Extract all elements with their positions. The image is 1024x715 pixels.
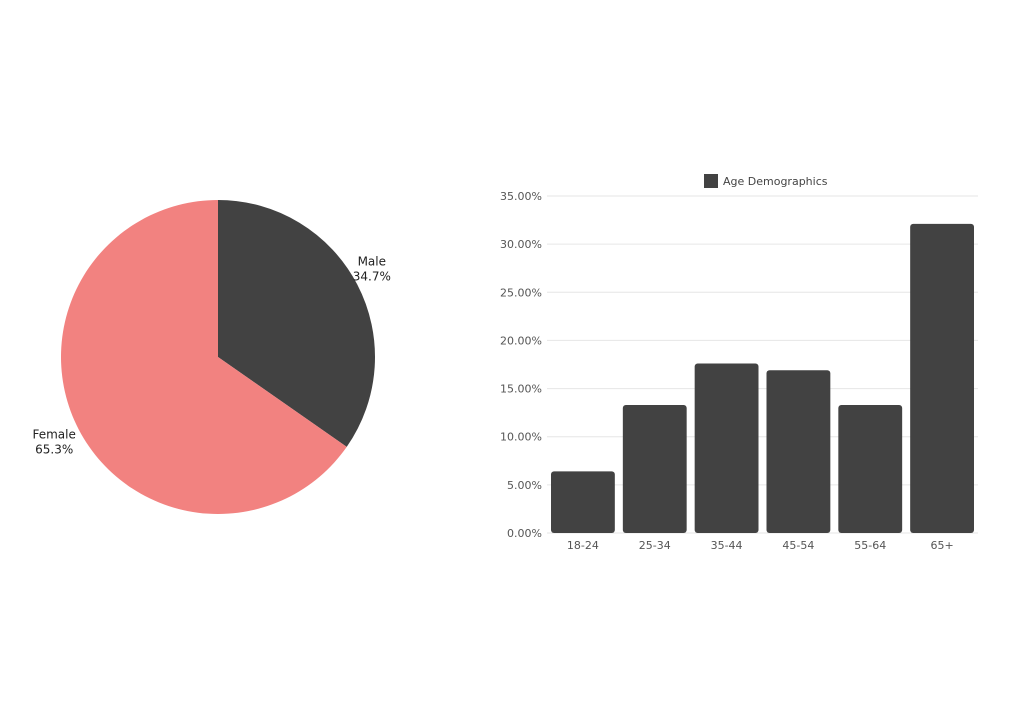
pie-slice-female[interactable]	[61, 200, 347, 514]
bar-y-axis: 0.00% 5.00% 10.00% 15.00% 20.00% 25.00% 30.00%…	[500, 190, 542, 540]
pie-label-male-name: Male	[358, 255, 386, 269]
bar-55-64[interactable]	[838, 404, 903, 533]
legend-swatch	[704, 174, 718, 188]
y-tick-label: 20.00%	[500, 334, 542, 347]
pie-label-female-value: 65.3%	[35, 442, 73, 456]
pie-label-female-name: Female	[32, 427, 75, 441]
bar-legend[interactable]: Age Demographics	[704, 174, 828, 188]
y-tick-label: 10.00%	[500, 431, 542, 444]
pie-label-male-value: 34.7%	[353, 270, 391, 284]
bar-series	[551, 223, 974, 533]
bar-65+[interactable]	[910, 223, 974, 533]
bar-35-44[interactable]	[694, 363, 759, 533]
x-tick-label: 45-54	[782, 539, 814, 552]
x-tick-label: 25-34	[639, 539, 671, 552]
bar-grid	[547, 195, 978, 534]
x-tick-label: 35-44	[711, 539, 743, 552]
x-tick-label: 18-24	[567, 539, 599, 552]
age-bar-chart: 0.00% 5.00% 10.00% 15.00% 20.00% 25.00% 30.00%…	[500, 174, 978, 552]
y-tick-label: 35.00%	[500, 190, 542, 203]
y-tick-label: 5.00%	[507, 479, 542, 492]
pie-slice-male[interactable]	[218, 200, 376, 447]
bar-18-24[interactable]	[551, 471, 615, 533]
y-tick-label: 15.00%	[500, 383, 542, 396]
y-tick-label: 30.00%	[500, 238, 542, 251]
bar-x-axis: 18-24 25-34 35-44 45-54 55-64 65+	[567, 539, 954, 552]
legend-label: Age Demographics	[723, 175, 828, 188]
bar-45-54[interactable]	[766, 370, 831, 533]
bar-25-34[interactable]	[622, 404, 687, 533]
y-tick-label: 0.00%	[507, 527, 542, 540]
x-tick-label: 55-64	[854, 539, 886, 552]
y-tick-label: 25.00%	[500, 286, 542, 299]
x-tick-label: 65+	[930, 539, 953, 552]
